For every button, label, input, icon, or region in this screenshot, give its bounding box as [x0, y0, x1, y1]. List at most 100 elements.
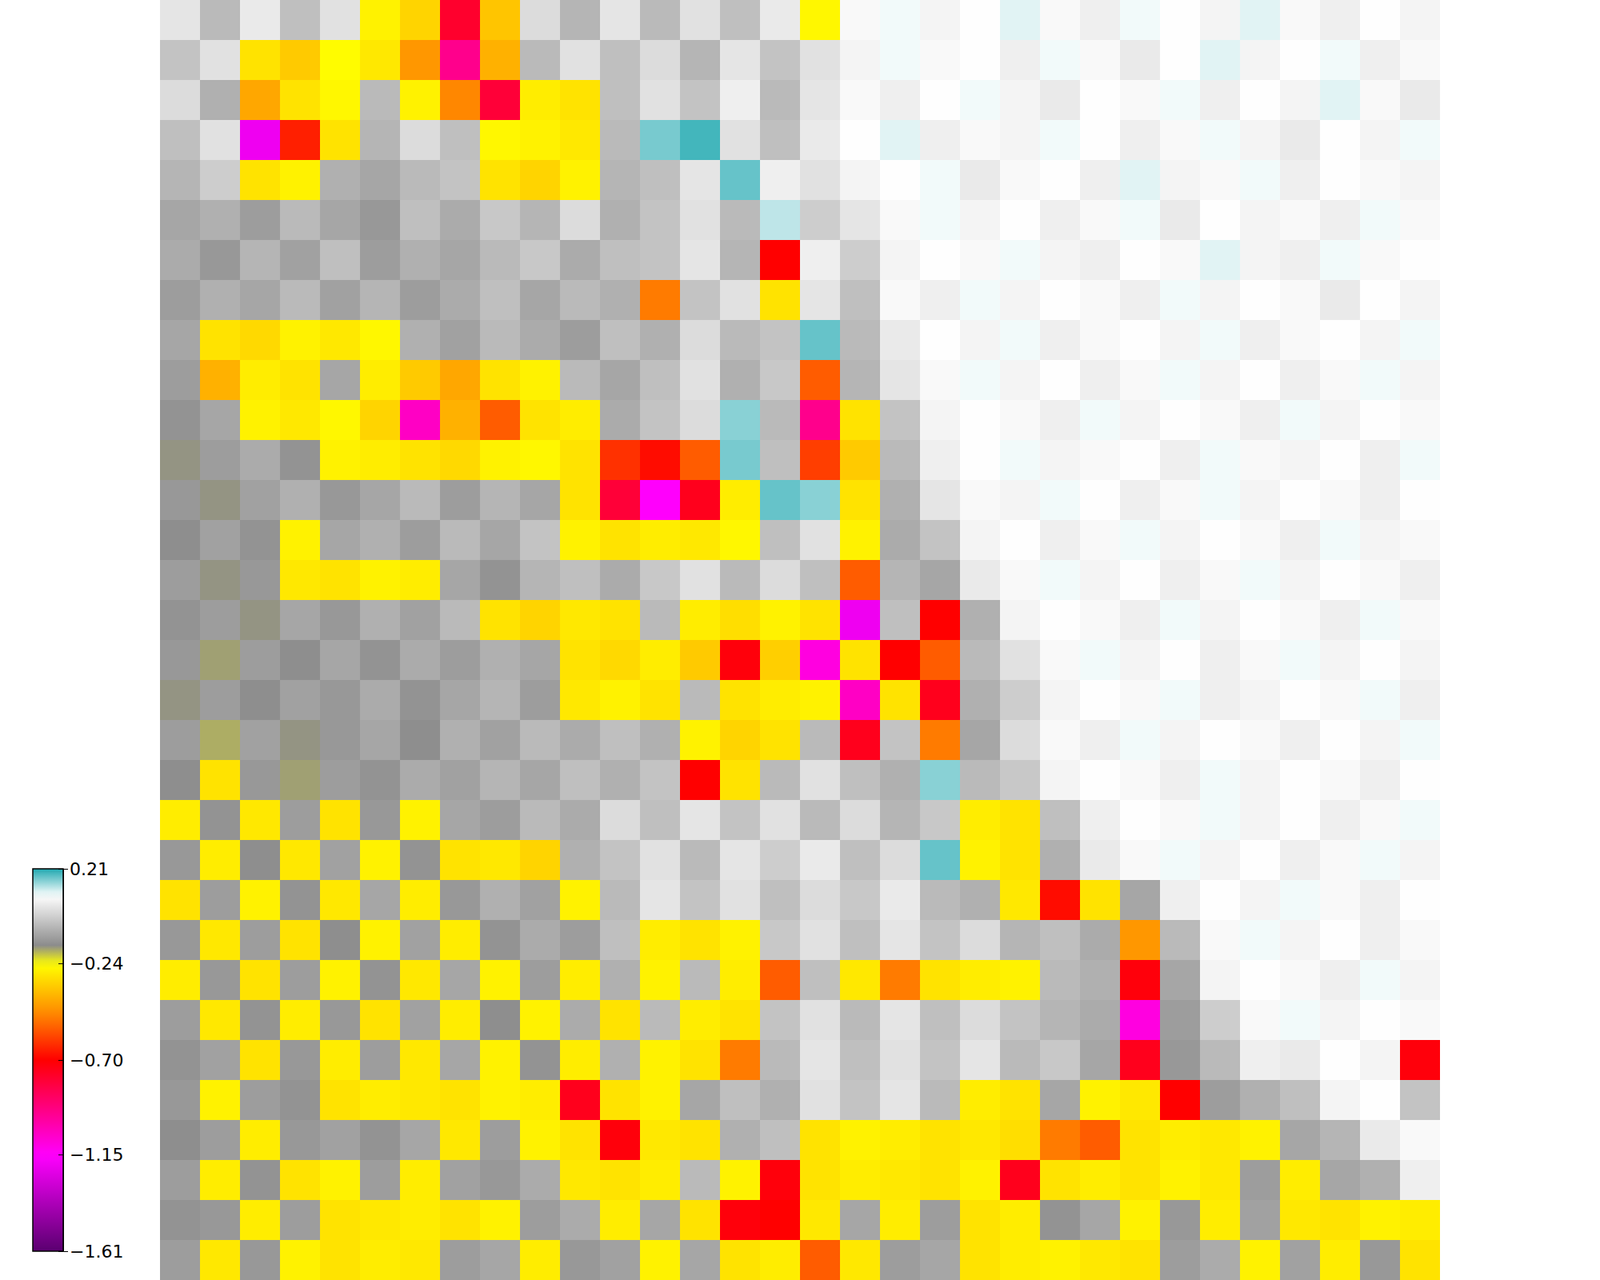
cell — [1400, 1000, 1440, 1041]
cell — [1040, 880, 1081, 921]
cell — [1200, 200, 1241, 241]
cell — [720, 800, 761, 841]
cell — [1400, 840, 1440, 881]
cell — [1320, 840, 1361, 881]
cell — [800, 960, 841, 1001]
cell — [520, 320, 561, 361]
cell — [560, 920, 601, 961]
cell — [1200, 720, 1241, 761]
cell — [1080, 1080, 1121, 1121]
cell — [1280, 1200, 1321, 1241]
cell — [1000, 960, 1041, 1001]
cell — [400, 520, 441, 561]
cell — [1240, 760, 1281, 801]
cell — [320, 160, 361, 201]
cell — [1120, 840, 1161, 881]
cell — [640, 800, 681, 841]
cell — [1320, 1040, 1361, 1081]
cell — [1400, 480, 1440, 521]
cell — [1360, 680, 1401, 721]
cell — [880, 280, 921, 321]
cell — [1000, 0, 1041, 41]
cell — [800, 760, 841, 801]
cell — [480, 0, 521, 41]
cell — [320, 1080, 361, 1121]
cell — [600, 720, 641, 761]
cell — [1400, 1240, 1440, 1280]
cell — [160, 360, 201, 401]
cell — [1200, 280, 1241, 321]
cell — [680, 160, 721, 201]
cell — [800, 120, 841, 161]
cell — [1400, 1160, 1440, 1201]
cell — [840, 1240, 881, 1280]
cell — [840, 160, 881, 201]
cell — [680, 320, 721, 361]
cell — [840, 480, 881, 521]
cell — [160, 520, 201, 561]
cell — [320, 1120, 361, 1161]
cell — [1160, 960, 1201, 1001]
cell — [400, 1000, 441, 1041]
cell — [360, 960, 401, 1001]
cell — [880, 1040, 921, 1081]
cell — [560, 720, 601, 761]
cell — [1120, 360, 1161, 401]
cell — [760, 40, 801, 81]
cell — [200, 560, 241, 601]
cell — [1360, 760, 1401, 801]
cell — [1320, 960, 1361, 1001]
cell — [1160, 1080, 1201, 1121]
cell — [1080, 720, 1121, 761]
cell — [560, 200, 601, 241]
cell — [800, 440, 841, 481]
cell — [1320, 680, 1361, 721]
cell — [400, 1080, 441, 1121]
cell — [160, 720, 201, 761]
cell — [1240, 1000, 1281, 1041]
cell — [1200, 680, 1241, 721]
cell — [560, 1040, 601, 1081]
cell — [520, 200, 561, 241]
cell — [520, 360, 561, 401]
cell — [800, 1080, 841, 1121]
cell — [320, 560, 361, 601]
cell — [1040, 360, 1081, 401]
cell — [280, 880, 321, 921]
cell — [280, 840, 321, 881]
cell — [360, 840, 401, 881]
cell — [1400, 680, 1440, 721]
cell — [1080, 560, 1121, 601]
cell — [960, 1160, 1001, 1201]
cell — [1000, 680, 1041, 721]
cell — [1000, 240, 1041, 281]
cell — [840, 840, 881, 881]
cell — [1000, 720, 1041, 761]
cell — [1000, 1080, 1041, 1121]
cell — [1000, 760, 1041, 801]
cell — [320, 400, 361, 441]
cell — [240, 440, 281, 481]
cell — [320, 800, 361, 841]
cell — [240, 760, 281, 801]
cell — [760, 520, 801, 561]
cell — [200, 160, 241, 201]
cell — [600, 560, 641, 601]
cell — [760, 1080, 801, 1121]
cell — [1000, 80, 1041, 121]
cell — [480, 280, 521, 321]
cell — [880, 1160, 921, 1201]
cell — [920, 80, 961, 121]
cell — [680, 120, 721, 161]
cell — [760, 240, 801, 281]
cell — [960, 880, 1001, 921]
cell — [1160, 920, 1201, 961]
cell — [320, 600, 361, 641]
cell — [880, 200, 921, 241]
cell — [280, 1160, 321, 1201]
cell — [440, 600, 481, 641]
cell — [840, 760, 881, 801]
cell — [1400, 1040, 1440, 1081]
cell — [240, 1160, 281, 1201]
cell — [1160, 600, 1201, 641]
